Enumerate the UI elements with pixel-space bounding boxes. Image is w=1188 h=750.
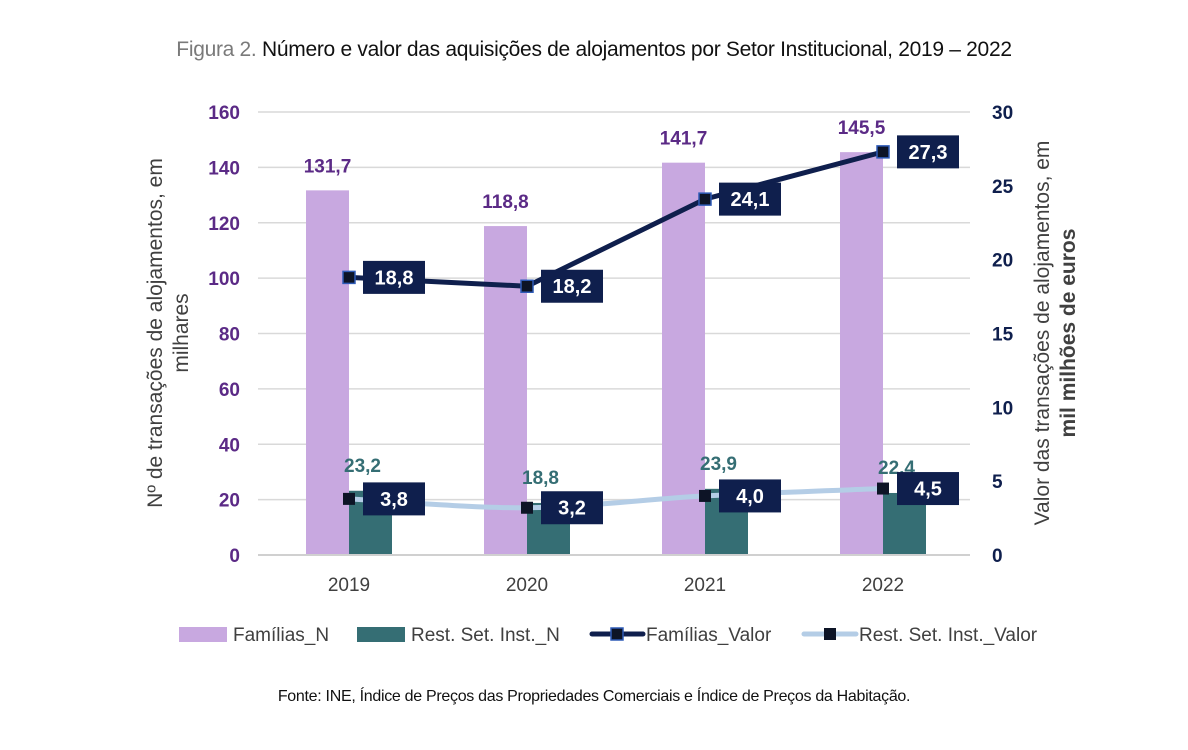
bar-familias-n (306, 190, 349, 555)
source-text: INE, Índice de Preços das Propriedades C… (325, 688, 911, 705)
marker-familias-valor (876, 145, 890, 159)
data-label-rest-valor: 4,0 (736, 486, 764, 508)
x-tick-label: 2022 (862, 575, 904, 596)
legend-label-familias-valor: Famílias_Valor (646, 625, 772, 646)
data-label-familias-valor: 18,2 (553, 276, 592, 298)
data-label-rest-valor: 4,5 (914, 479, 942, 501)
x-tick-label: 2021 (684, 575, 726, 596)
y-tick-label: 40 (219, 435, 240, 456)
figure-number: Figura 2. (176, 38, 257, 61)
y2-tick-label: 15 (992, 325, 1014, 346)
legend-swatch-rest-n (357, 627, 405, 642)
data-label-familias-valor-box (897, 135, 959, 169)
source-note: Fonte: INE, Índice de Preços das Proprie… (0, 688, 1188, 706)
data-labels: 131,723,2118,818,8141,723,9145,522,418,8… (304, 118, 959, 525)
bar-familias-n (484, 226, 527, 555)
data-label-familias-n: 118,8 (482, 192, 529, 213)
y-tick-label: 100 (208, 269, 240, 290)
data-label-familias-n: 131,7 (304, 156, 352, 177)
y-tick-label: 20 (219, 491, 240, 512)
legend-label-rest-n: Rest. Set. Inst._N (411, 625, 560, 646)
line-familias-valor (348, 149, 884, 289)
marker-familias-valor (698, 192, 712, 206)
data-label-rest-valor: 3,8 (380, 489, 408, 511)
data-label-familias-n: 141,7 (660, 129, 708, 150)
y2-tick-label: 25 (992, 177, 1014, 198)
y2-tick-label: 30 (992, 103, 1013, 124)
marker-rest-valor (877, 482, 889, 495)
y2-tick-label: 20 (992, 251, 1013, 272)
data-label-rest-valor-box (541, 491, 603, 525)
legend-marker-familias-valor (610, 627, 624, 641)
legend-swatch-familias-n (179, 627, 227, 642)
legend-label-familias-n: Famílias_N (233, 625, 329, 646)
y-tick-label: 0 (229, 546, 240, 567)
marker-familias-valor (342, 270, 356, 285)
data-label-rest-n: 23,2 (344, 456, 381, 477)
legend-item-familias-n[interactable]: Famílias_N (179, 625, 329, 646)
y-tick-label: 160 (208, 103, 240, 124)
chart-title-text: Número e valor das aquisições de alojame… (262, 38, 1012, 61)
y2-axis-title-line1: Valor das transações de alojamentos, em (1031, 141, 1054, 526)
y-tick-label: 80 (219, 325, 240, 346)
legend-marker-rest-valor (824, 628, 836, 640)
legend-item-rest-valor[interactable]: Rest. Set. Inst._Valor (801, 625, 1038, 646)
data-label-familias-valor-box (719, 182, 781, 216)
bar-familias-n (840, 152, 883, 555)
x-tick-label: 2020 (506, 575, 548, 596)
data-label-rest-valor-box (363, 482, 425, 516)
data-label-familias-valor: 24,1 (731, 189, 770, 211)
legend-item-familias-valor[interactable]: Famílias_Valor (589, 625, 772, 646)
data-label-familias-valor: 27,3 (909, 142, 948, 164)
bar-familias-n (662, 162, 705, 555)
data-label-familias-n: 145,5 (838, 118, 886, 139)
bars (306, 152, 926, 555)
data-label-rest-n: 23,9 (700, 454, 737, 475)
data-label-rest-valor-box (897, 472, 959, 506)
legend-item-rest-n[interactable]: Rest. Set. Inst._N (357, 625, 560, 646)
marker-rest-valor (343, 492, 355, 505)
marker-familias-valor (520, 279, 534, 293)
data-label-rest-n: 18,8 (522, 468, 559, 489)
axes: 0 20 40 60 80 100 120 140 160 0 5 10 15 20 25 30 2019 202… (208, 103, 1013, 596)
y-axis-title-line2: milhares (170, 293, 193, 372)
lines (346, 149, 886, 511)
chart-title: Figura 2. Número e valor das aquisições … (0, 38, 1188, 62)
y2-tick-label: 0 (992, 546, 1003, 567)
data-label-rest-valor-box (719, 479, 781, 513)
data-label-rest-valor: 3,2 (558, 498, 586, 520)
y-axis-title-line1: Nº de transações de alojamentos, em (144, 158, 167, 508)
y-tick-label: 120 (208, 214, 240, 235)
y-tick-label: 60 (219, 380, 240, 401)
y2-tick-label: 10 (992, 398, 1013, 419)
marker-rest-valor (521, 501, 533, 514)
data-label-familias-valor-box (363, 260, 425, 294)
data-label-familias-valor: 18,8 (375, 267, 414, 289)
marker-rest-valor (699, 489, 711, 502)
x-tick-label: 2019 (328, 575, 370, 596)
legend: Famílias_N Rest. Set. Inst._N Famílias_V… (179, 625, 1038, 646)
y2-tick-label: 5 (992, 472, 1003, 493)
y-tick-label: 140 (208, 158, 240, 179)
line-rest-valor (346, 486, 886, 511)
y2-axis-title-line2: mil milhões de euros (1057, 229, 1080, 438)
source-label: Fonte: (277, 688, 322, 705)
legend-label-rest-valor: Rest. Set. Inst._Valor (859, 625, 1038, 646)
data-label-familias-valor-box (541, 269, 603, 303)
